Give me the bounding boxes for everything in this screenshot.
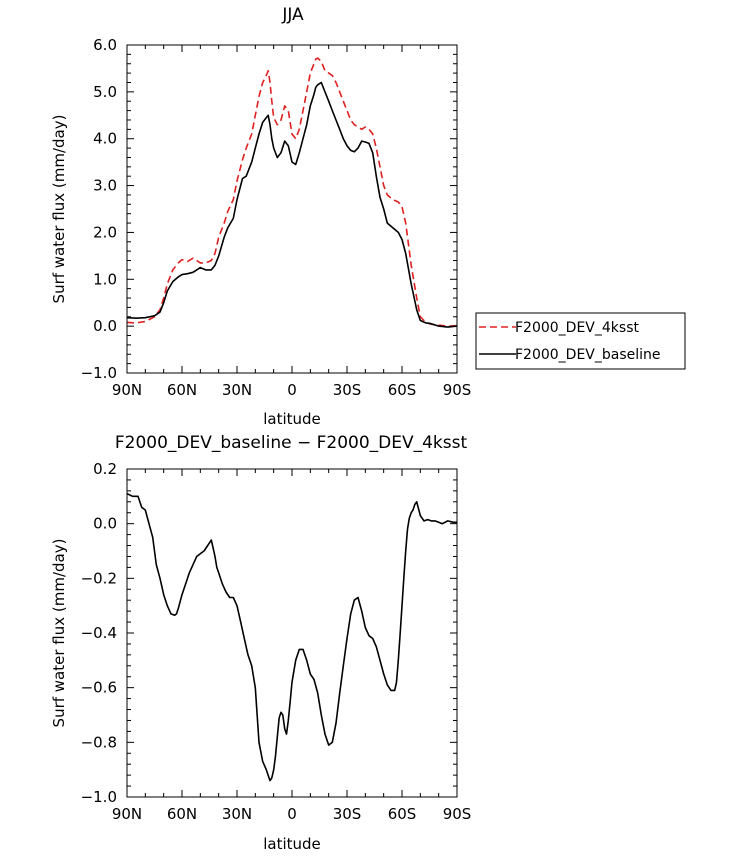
legend-label-4ksst: F2000_DEV_4ksst: [515, 320, 639, 336]
y-tick-label: 1.0: [93, 270, 117, 288]
y-tick-label: 0.2: [93, 460, 117, 478]
y-tick-label: 6.0: [93, 36, 117, 54]
x-tick-label: 30N: [222, 381, 252, 399]
chart-top-xlabel: latitude: [263, 410, 321, 428]
x-tick-label: 60N: [167, 805, 197, 823]
chart-top-series: [126, 57, 458, 328]
y-tick-label: 4.0: [93, 130, 117, 148]
y-tick-label: −1.0: [81, 788, 117, 806]
x-tick-label: 30S: [333, 805, 362, 823]
y-tick-label: 5.0: [93, 83, 117, 101]
legend-box: [475, 312, 686, 370]
y-tick-label: 2.0: [93, 223, 117, 241]
chart-bottom-title: F2000_DEV_baseline − F2000_DEV_4ksst: [115, 433, 468, 453]
chart-top-ylabel: Surf water flux (mm/day): [50, 115, 68, 304]
x-tick-label: 90S: [443, 805, 472, 823]
y-tick-label: 0.0: [93, 317, 117, 335]
chart-bottom: F2000_DEV_baseline − F2000_DEV_4ksst 90N…: [50, 433, 471, 853]
chart-top: JJA 90N 60N 30N 0 30S 60S 90S −1.0 0.0 1.0 2.0 3.0 4…: [50, 5, 686, 428]
chart-top-frame: [126, 44, 458, 374]
y-tick-label: −0.6: [81, 679, 117, 697]
x-tick-label: 90N: [112, 381, 142, 399]
x-tick-label: 30S: [333, 381, 362, 399]
chart-bottom-xlabel: latitude: [263, 835, 321, 853]
x-tick-label: 90N: [112, 805, 142, 823]
x-tick-label: 90S: [443, 381, 472, 399]
chart-top-ticks: 90N 60N 30N 0 30S 60S 90S −1.0 0.0 1.0 2.0 3.0 4.0 5.…: [81, 36, 472, 399]
y-tick-label: 0.0: [93, 515, 117, 533]
chart-bottom-series: [126, 492, 457, 782]
x-tick-label: 60S: [388, 381, 417, 399]
x-tick-label: 0: [287, 805, 297, 823]
chart-bottom-ylabel: Surf water flux (mm/day): [50, 539, 68, 728]
x-tick-label: 0: [287, 381, 297, 399]
y-tick-label: 3.0: [93, 177, 117, 195]
y-tick-label: −0.8: [81, 733, 117, 751]
legend: F2000_DEV_4ksst F2000_DEV_baseline: [475, 312, 686, 370]
chart-top-title: JJA: [281, 5, 304, 25]
chart-bottom-ticks: 90N 60N 30N 0 30S 60S 90S −1.0 −0.8 −0.6 −0.4 −0.2 0…: [81, 460, 472, 823]
x-tick-label: 30N: [222, 805, 252, 823]
legend-label-baseline: F2000_DEV_baseline: [515, 347, 661, 363]
series-line-difference: [126, 492, 457, 782]
y-tick-label: −0.4: [81, 624, 117, 642]
y-tick-label: −1.0: [81, 364, 117, 382]
y-tick-label: −0.2: [81, 569, 117, 587]
series-line-baseline: [126, 81, 458, 328]
series-line-4ksst: [126, 57, 458, 327]
x-tick-label: 60N: [167, 381, 197, 399]
chart-bottom-frame: [126, 468, 458, 798]
x-tick-label: 60S: [388, 805, 417, 823]
